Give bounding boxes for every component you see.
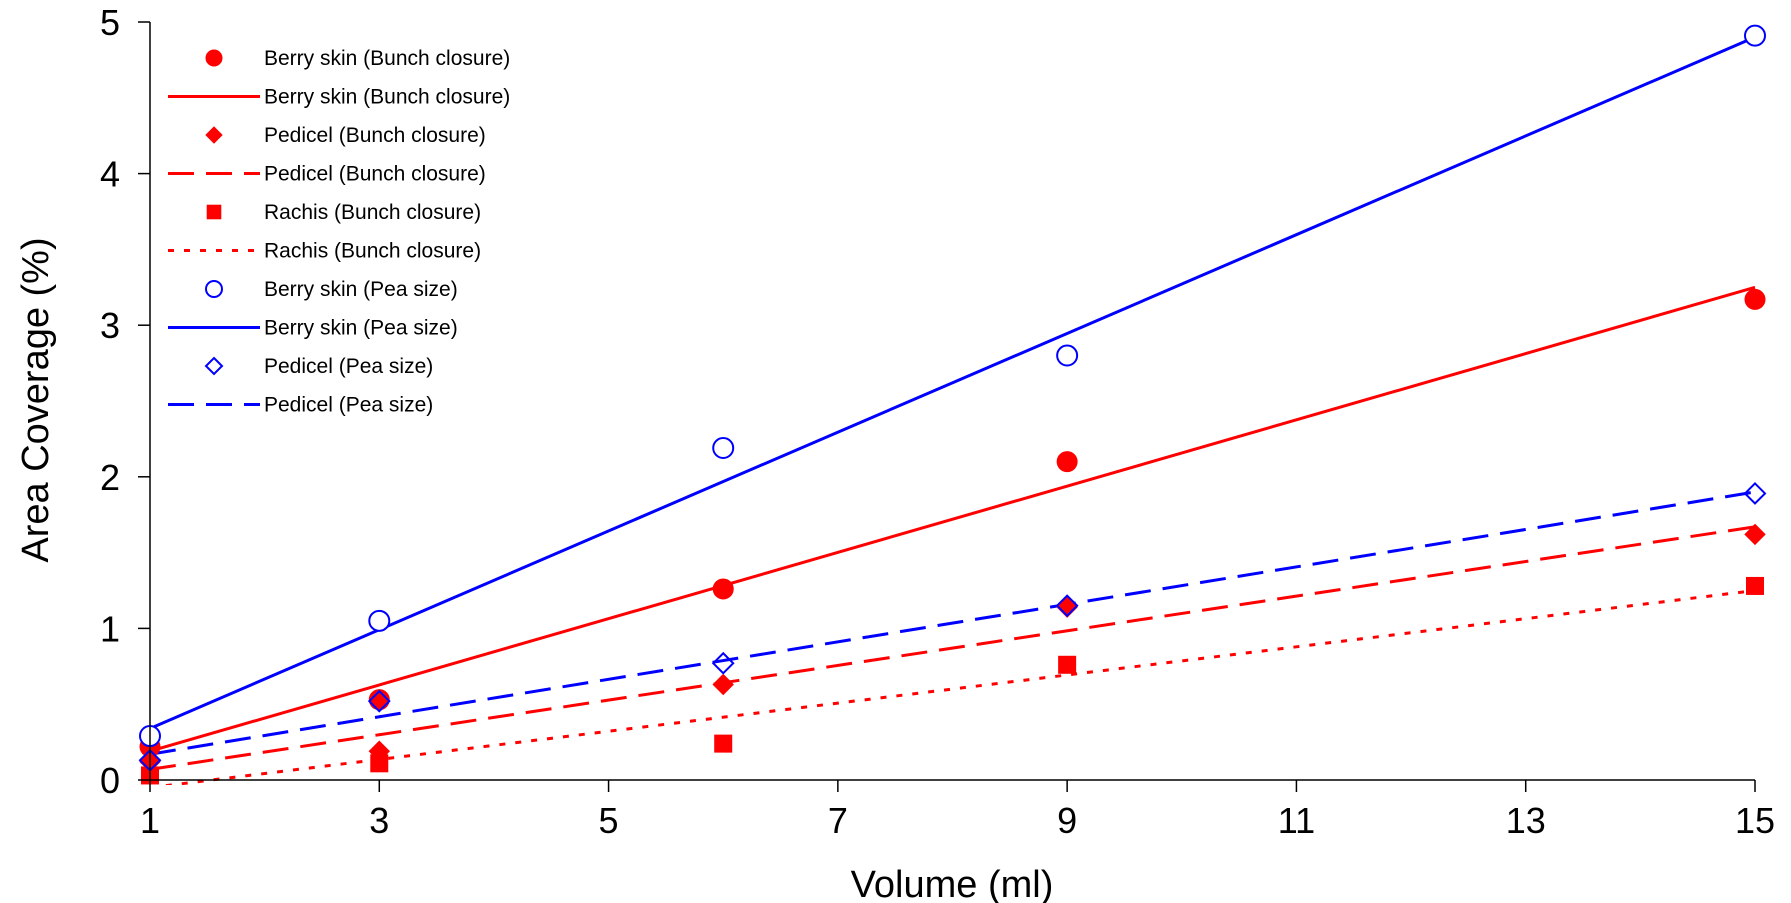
series-line-3 <box>150 525 1756 771</box>
x-tick-label: 11 <box>1278 800 1315 841</box>
series-line-9 <box>150 490 1756 756</box>
legend-marker-swatch <box>205 49 223 67</box>
data-point-6-3 <box>1056 344 1079 367</box>
y-ticks: 0 1 2 3 4 5 <box>100 2 150 801</box>
data-point-2-4 <box>1744 523 1766 546</box>
plot-markers <box>138 24 1767 785</box>
data-point-4-2 <box>714 734 733 753</box>
y-axis-title: Area Coverage (%) <box>15 237 57 562</box>
legend-label: Berry skin (Pea size) <box>264 278 458 301</box>
legend-label: Pedicel (Bunch closure) <box>264 163 486 186</box>
legend-label: Berry skin (Pea size) <box>264 317 458 340</box>
legend-label: Berry skin (Bunch closure) <box>264 47 510 70</box>
x-tick-label: 7 <box>828 800 848 841</box>
y-tick-label: 2 <box>100 457 120 498</box>
data-point-2-2 <box>712 673 734 696</box>
legend-marker-swatch <box>205 126 223 144</box>
data-point-8-4 <box>1743 482 1767 505</box>
data-point-0-2 <box>712 578 734 600</box>
data-point-8-1 <box>367 689 391 713</box>
data-point-6-1 <box>368 609 391 632</box>
legend-label: Pedicel (Pea size) <box>264 394 433 417</box>
data-point-4-4 <box>1746 576 1764 595</box>
y-tick-label: 1 <box>100 608 120 649</box>
data-point-0-1 <box>368 689 390 711</box>
x-tick-label: 13 <box>1506 800 1546 841</box>
legend-marker-swatch <box>204 356 224 376</box>
x-tick-label: 9 <box>1057 800 1077 841</box>
data-point-0-4 <box>1744 288 1766 310</box>
data-point-6-4 <box>1744 24 1766 47</box>
data-point-0-3 <box>1056 451 1078 473</box>
x-ticks: 1 3 5 7 9 11 13 15 <box>140 780 1775 841</box>
series-line-1 <box>150 285 1756 753</box>
y-tick-label: 4 <box>100 154 120 195</box>
data-point-6-2 <box>712 436 735 459</box>
data-point-2-3 <box>1056 596 1078 618</box>
axes <box>149 22 1755 781</box>
legend-label: Rachis (Bunch closure) <box>264 240 481 263</box>
legend-label: Rachis (Bunch closure) <box>264 201 481 224</box>
y-tick-label: 0 <box>100 760 120 801</box>
data-point-8-2 <box>711 651 735 675</box>
data-point-8-3 <box>1055 594 1079 618</box>
data-point-4-3 <box>1058 655 1077 674</box>
data-point-4-1 <box>370 754 389 773</box>
y-tick-label: 3 <box>100 305 120 346</box>
x-tick-label: 15 <box>1735 800 1775 841</box>
legend-marker-swatch <box>206 204 222 220</box>
x-tick-label: 5 <box>599 800 619 841</box>
series-line-7 <box>150 35 1756 730</box>
legend: Berry skin (Bunch closure) Berry skin (Bu… <box>168 47 510 417</box>
x-axis-title: Volume (ml) <box>851 864 1054 903</box>
legend-label: Pedicel (Bunch closure) <box>264 124 486 147</box>
x-tick-label: 3 <box>369 800 389 841</box>
legend-marker-swatch <box>205 280 223 298</box>
y-tick-label: 5 <box>100 2 120 43</box>
series-line-5 <box>158 589 1756 785</box>
legend-label: Pedicel (Pea size) <box>264 355 433 378</box>
plot-lines <box>150 35 1756 785</box>
x-tick-label: 1 <box>140 800 160 841</box>
legend-label: Berry skin (Bunch closure) <box>264 86 510 109</box>
